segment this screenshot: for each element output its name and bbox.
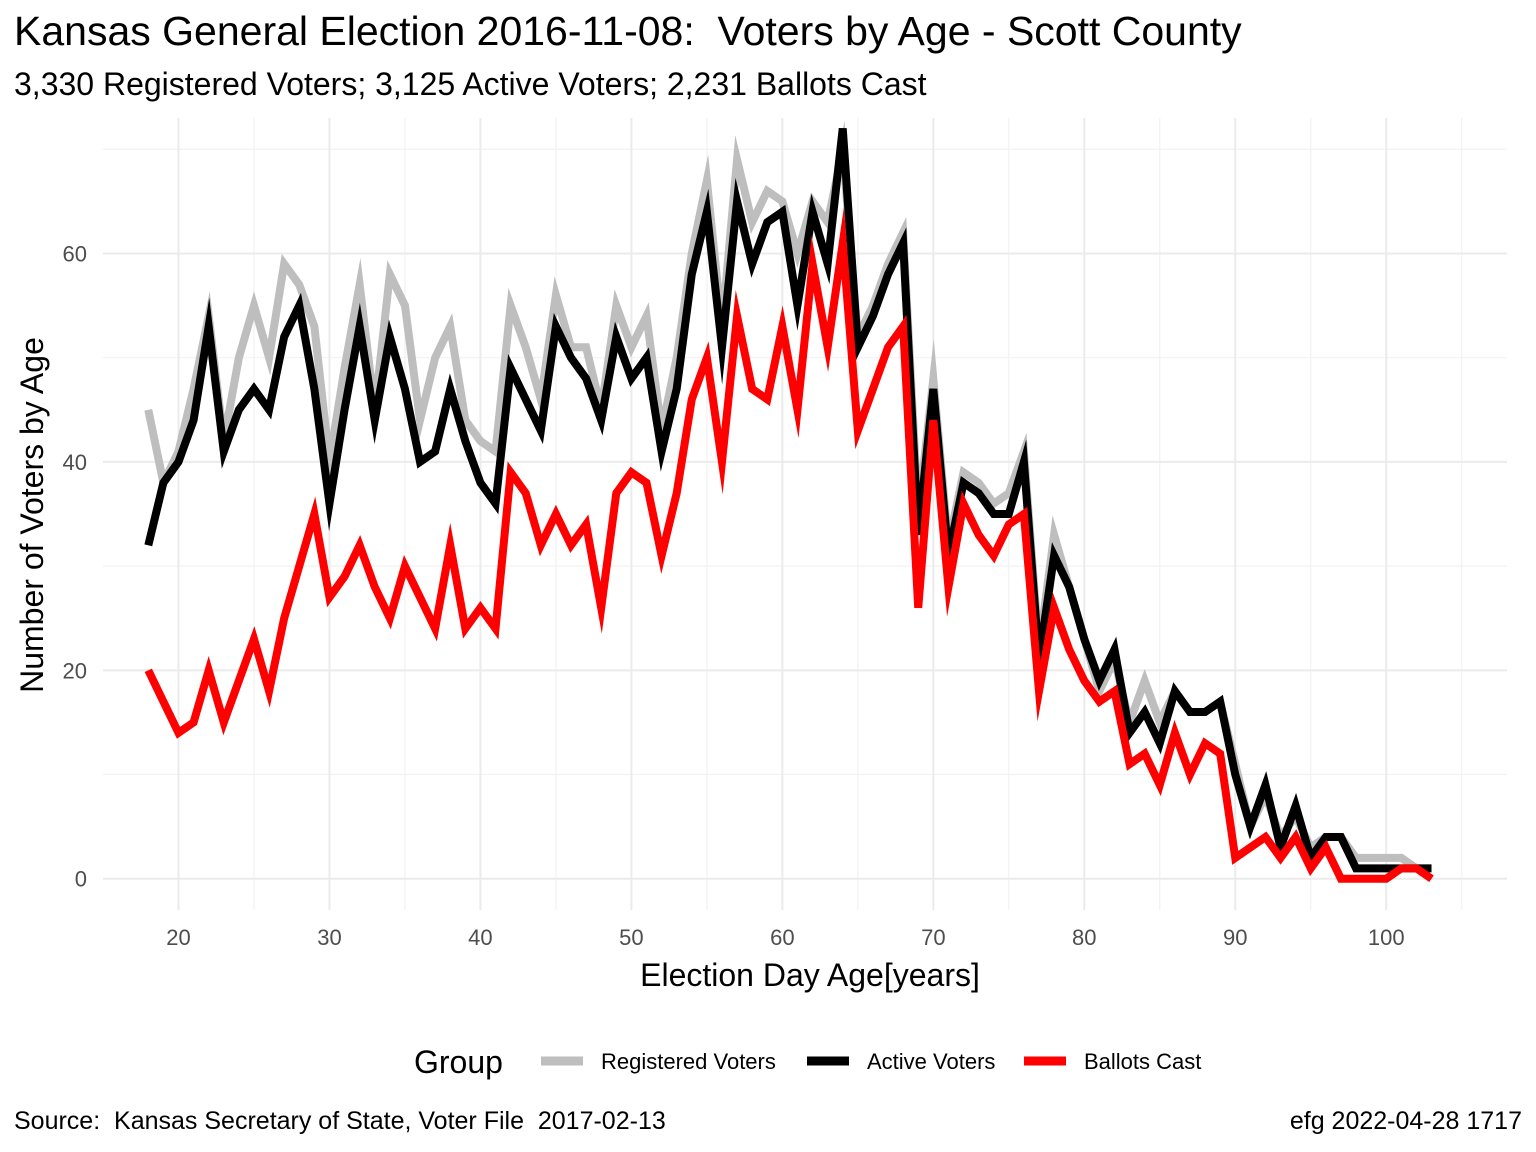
series-line-ballots-cast xyxy=(144,207,1434,883)
legend-title: Group xyxy=(414,1044,503,1080)
source-caption: Source: Kansas Secretary of State, Voter… xyxy=(14,1107,666,1135)
y-tick-label: 0 xyxy=(75,867,87,892)
series-lines xyxy=(144,121,1434,883)
x-tick-label: 70 xyxy=(921,925,945,950)
series-line-active-voters xyxy=(144,127,1432,873)
x-axis-ticks: 20 30 40 50 60 70 80 90 100 xyxy=(166,925,1404,950)
x-tick-label: 90 xyxy=(1223,925,1247,950)
chart-title: Kansas General Election 2016-11-08: Vote… xyxy=(14,8,1242,54)
x-tick-label: 100 xyxy=(1368,925,1405,950)
x-tick-label: 50 xyxy=(619,925,643,950)
x-tick-label: 20 xyxy=(166,925,190,950)
x-tick-label: 40 xyxy=(468,925,492,950)
y-tick-label: 60 xyxy=(63,241,87,266)
chart-subtitle: 3,330 Registered Voters; 3,125 Active Vo… xyxy=(14,66,927,102)
y-axis-title: Number of Voters by Age xyxy=(14,337,50,693)
legend-label-active-voters: Active Voters xyxy=(867,1049,995,1074)
author-caption: efg 2022-04-28 1717 xyxy=(1289,1107,1522,1135)
x-tick-label: 30 xyxy=(317,925,341,950)
legend-label-registered-voters: Registered Voters xyxy=(601,1049,776,1074)
legend: Group Registered Voters Active Voters Ball… xyxy=(414,1044,1201,1080)
y-axis-ticks: 0 20 40 60 xyxy=(63,241,87,891)
x-tick-label: 60 xyxy=(770,925,794,950)
legend-label-ballots-cast: Ballots Cast xyxy=(1084,1049,1201,1074)
x-axis-title: Election Day Age[years] xyxy=(640,957,980,993)
x-tick-label: 80 xyxy=(1072,925,1096,950)
y-tick-label: 20 xyxy=(63,658,87,683)
y-tick-label: 40 xyxy=(63,450,87,475)
